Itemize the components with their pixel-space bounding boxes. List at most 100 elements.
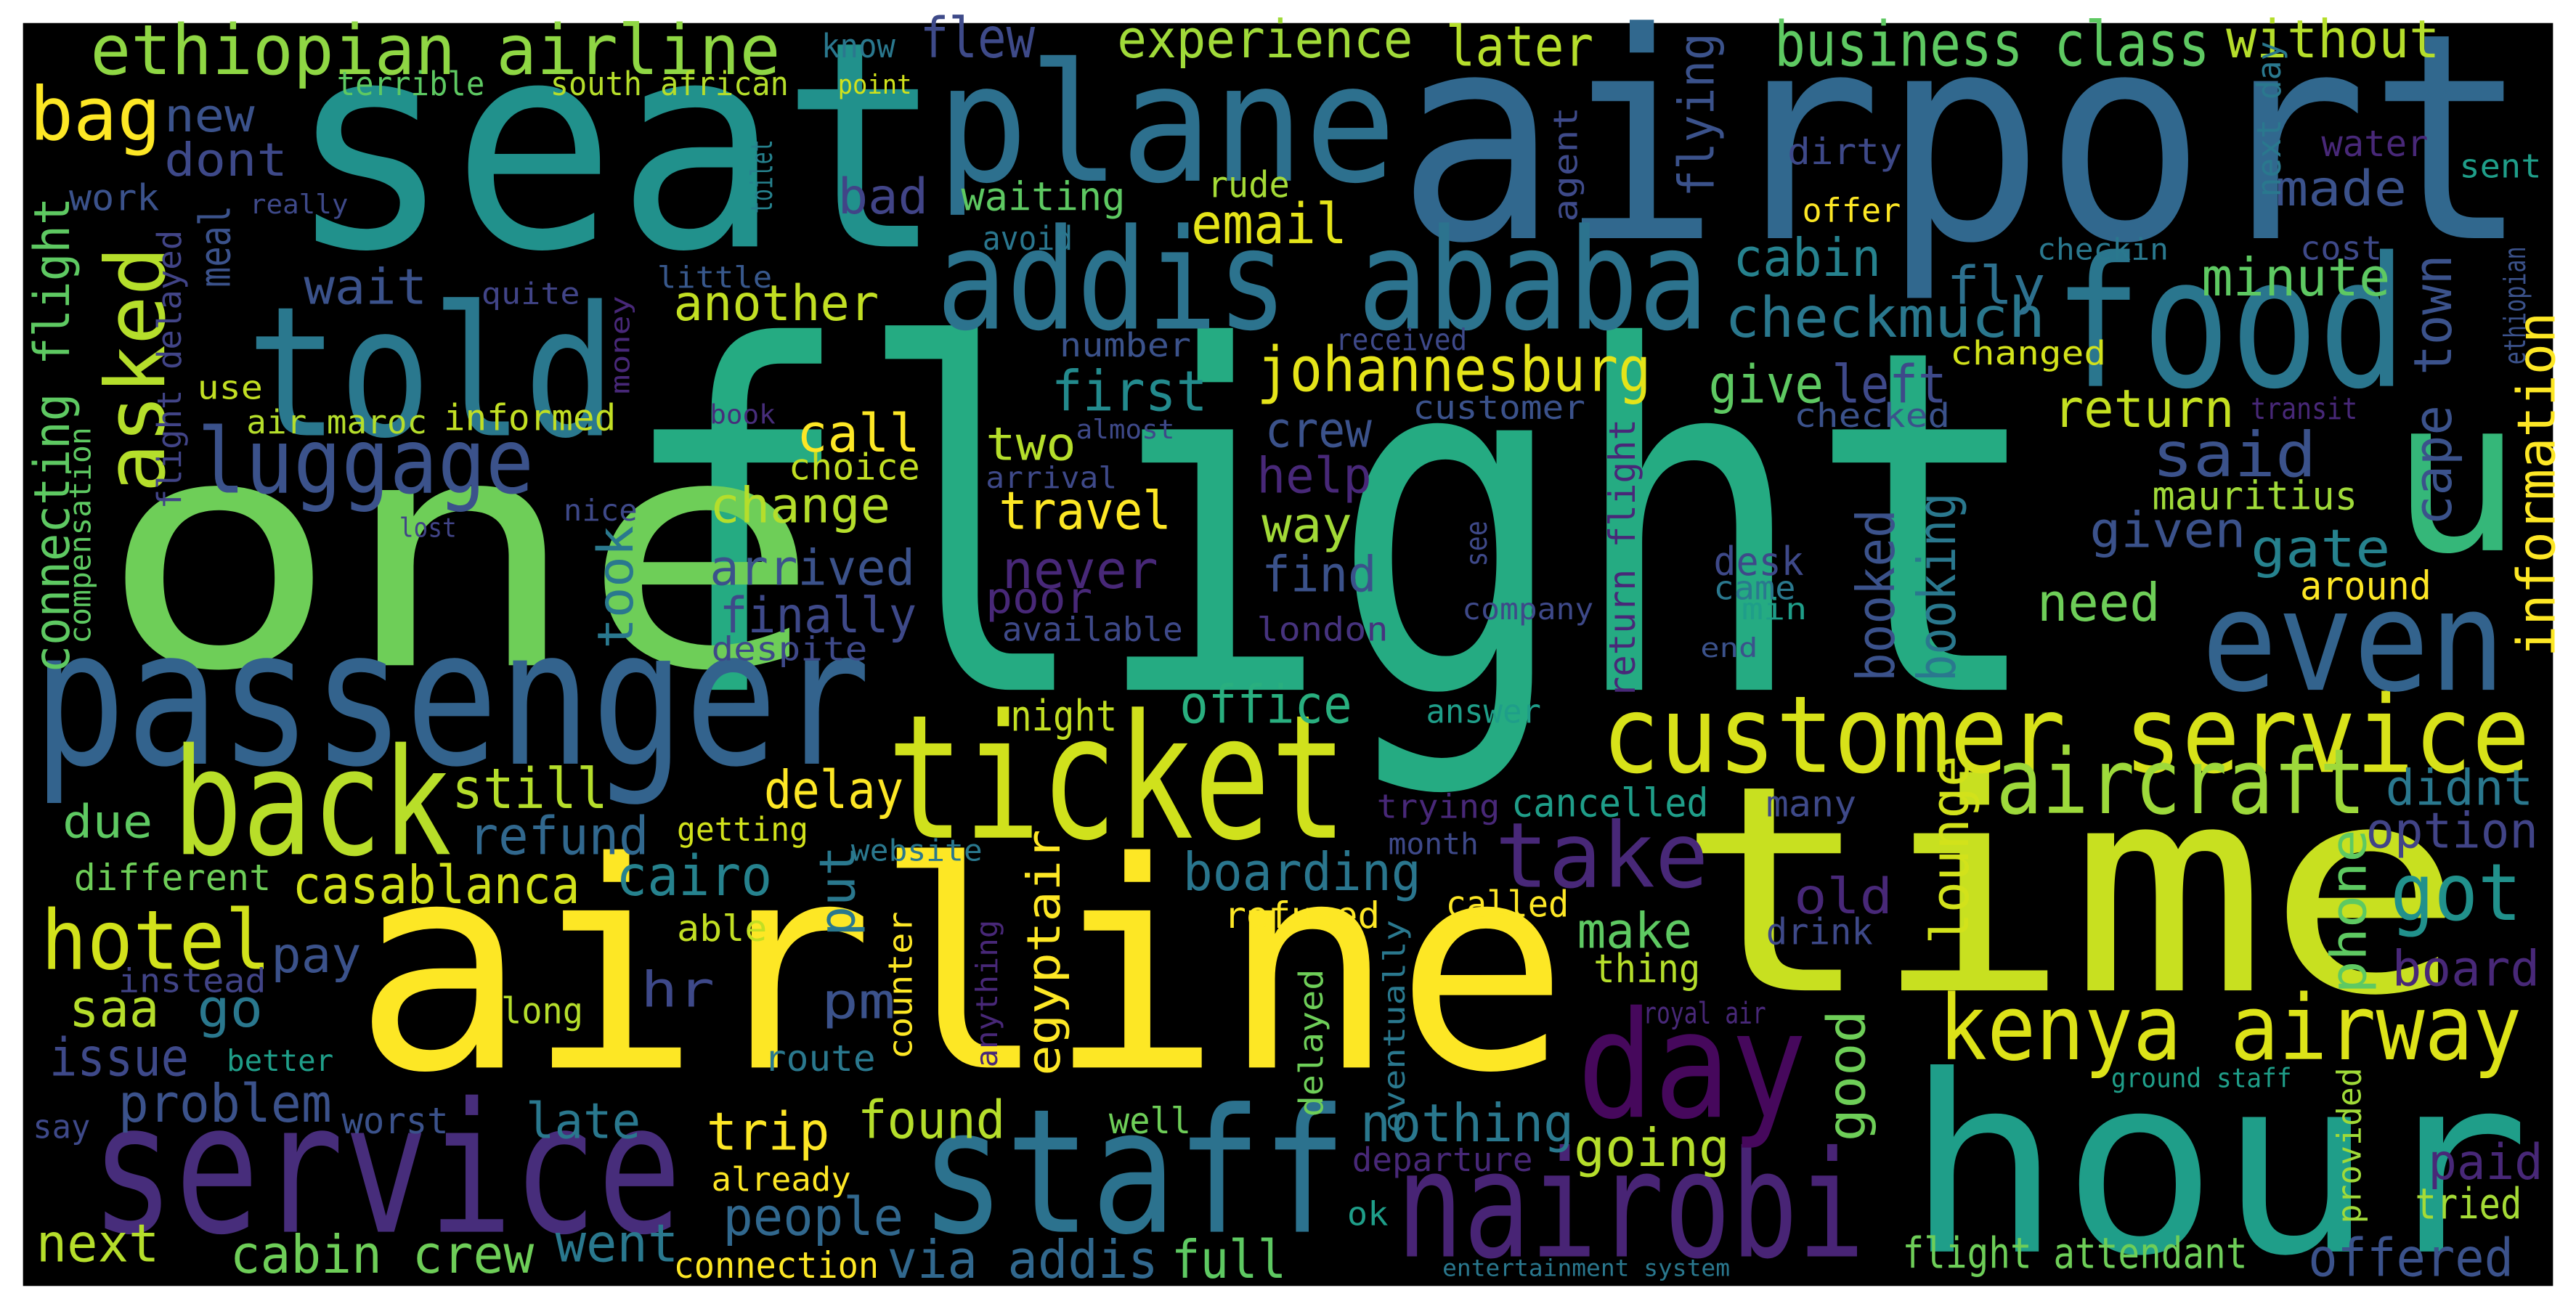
word: didnt	[2386, 759, 2534, 817]
word: given	[2089, 502, 2246, 559]
word: check	[1725, 286, 1898, 351]
word: experience	[1117, 9, 1413, 70]
word: old	[1794, 868, 1893, 926]
word: anything	[970, 920, 1004, 1068]
word: staff	[920, 1073, 1347, 1273]
word: almost	[1076, 414, 1175, 445]
word: min	[1742, 592, 1807, 627]
word: new	[164, 89, 255, 142]
word: changed	[1950, 334, 2106, 372]
word: change	[710, 477, 890, 534]
word: issue	[49, 1028, 189, 1089]
word: problem	[118, 1074, 332, 1135]
word: via addis	[887, 1230, 1158, 1291]
word: saa	[69, 979, 159, 1040]
word: aircraft	[1996, 730, 2365, 835]
word: received	[1336, 322, 1467, 357]
word: take	[1495, 804, 1709, 909]
word: back	[173, 717, 452, 889]
word: london	[1257, 610, 1389, 648]
word: quite	[482, 277, 580, 311]
word: worst	[342, 1100, 449, 1142]
word: flight delayed	[150, 230, 189, 510]
word: many	[1766, 783, 1856, 825]
word: hour	[1906, 1024, 2530, 1309]
word: never	[1002, 540, 1158, 601]
word: month	[1388, 826, 1478, 861]
word: customer service	[1602, 673, 2530, 797]
word: addis ababa	[936, 200, 1708, 362]
word: went	[556, 1213, 679, 1274]
word: long	[501, 990, 583, 1032]
word: egyptair	[1017, 829, 1070, 1075]
word: refused	[1224, 894, 1380, 937]
word: left	[1832, 354, 1946, 415]
word: getting	[677, 810, 808, 849]
word: took	[588, 526, 645, 649]
word: south african	[550, 65, 789, 103]
word: sent	[2459, 147, 2541, 185]
word: passenger	[33, 590, 871, 809]
word: air maroc	[246, 403, 427, 441]
word: cost	[2300, 229, 2382, 267]
word: really	[250, 189, 349, 220]
word: agent	[1547, 107, 1585, 221]
word: seat	[288, 0, 945, 314]
word: entertainment system	[1442, 1256, 1730, 1282]
word: put	[809, 846, 866, 936]
word: people	[723, 1187, 903, 1248]
word: ground staff	[2111, 1063, 2292, 1094]
word: nice	[564, 493, 638, 528]
word: make	[1577, 902, 1692, 960]
word: dirty	[1787, 131, 1902, 173]
word: later	[1446, 15, 1594, 80]
word: number	[1060, 326, 1191, 364]
word: board	[2392, 940, 2540, 998]
word: two	[986, 417, 1076, 470]
word: website	[851, 833, 983, 868]
word: find	[1261, 546, 1376, 603]
word: gate	[2251, 518, 2390, 579]
word: cancelled	[1511, 780, 1708, 825]
word: fly	[1947, 256, 2046, 317]
word: business class	[1774, 9, 2209, 81]
word: trip	[707, 1102, 830, 1163]
word: know	[821, 27, 896, 65]
word: water	[2321, 123, 2428, 165]
word: ok	[1347, 1195, 1389, 1233]
word: compensation	[62, 427, 97, 644]
word: available	[1002, 610, 1183, 648]
word: trying	[1377, 788, 1500, 826]
word: u	[2390, 353, 2522, 601]
word: book	[710, 399, 776, 431]
word: nothing	[1360, 1093, 1574, 1154]
word: hotel	[41, 893, 272, 989]
word: refund	[468, 806, 649, 867]
word: going	[1574, 1118, 1730, 1179]
word: way	[1261, 497, 1352, 555]
word: instead	[118, 961, 267, 1000]
word: crew	[1265, 401, 1372, 459]
word: connecting flight	[24, 197, 81, 674]
word: casablanca	[293, 855, 580, 916]
word: dont	[164, 133, 288, 187]
word: mauritius	[2152, 473, 2357, 518]
word: got	[2390, 847, 2522, 939]
word: checkin	[2037, 232, 2169, 266]
word: due	[62, 795, 153, 849]
word: johannesburg	[1257, 333, 1651, 406]
cloud-background	[23, 23, 2553, 1286]
word: food	[2054, 219, 2407, 429]
word: return	[2054, 379, 2235, 440]
word: meal	[190, 205, 240, 288]
word: booked	[1846, 509, 1907, 682]
word: travel	[999, 481, 1171, 542]
word: rude	[1208, 164, 1290, 206]
word: say	[33, 1108, 90, 1146]
word: email	[1191, 192, 1347, 257]
word: still	[452, 757, 608, 822]
word: drink	[1766, 911, 1873, 953]
word: told	[246, 268, 616, 478]
word: royal air	[1643, 995, 1766, 1030]
word: finally	[720, 587, 917, 645]
